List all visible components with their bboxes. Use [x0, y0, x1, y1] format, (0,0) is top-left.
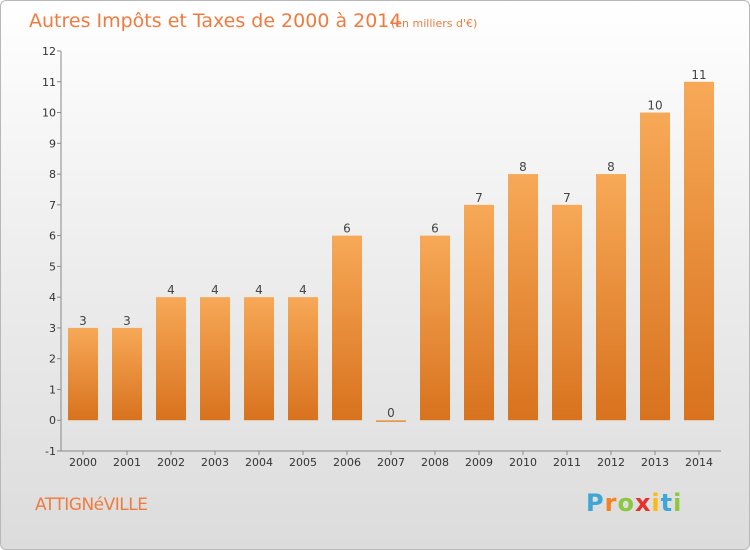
bar-2011 [552, 204, 582, 421]
data-label-2010: 8 [519, 160, 527, 174]
bar-2010 [508, 174, 538, 421]
data-label-2011: 7 [563, 191, 571, 205]
bars: 3 3 4 4 4 4 6 0 6 7 8 7 8 10 11 [68, 68, 714, 422]
y-tick-label: 9 [49, 137, 56, 150]
data-label-2007: 0 [387, 406, 395, 420]
bar-2006 [332, 235, 362, 421]
logo-letter: i [673, 489, 683, 517]
x-tick-label-2006: 2006 [333, 456, 361, 469]
x-tick-label-2005: 2005 [289, 456, 317, 469]
data-label-2014: 11 [691, 68, 706, 82]
y-tick-label: 5 [49, 260, 56, 273]
data-label-2004: 4 [255, 283, 263, 297]
y-tick-label: -1 [45, 445, 56, 458]
y-tick-label: 2 [49, 353, 56, 366]
data-label-2012: 8 [607, 160, 615, 174]
x-tick-label-2000: 2000 [69, 456, 97, 469]
y-tick-label: 10 [42, 107, 56, 120]
bar-2002 [156, 297, 186, 421]
y-tick-label: 7 [49, 199, 56, 212]
chart-subtitle: (en milliers d'€) [391, 17, 477, 30]
y-tick-label: 6 [49, 230, 56, 243]
y-tick-label: 0 [49, 414, 56, 427]
y-tick-label: 3 [49, 322, 56, 335]
bar-2005 [288, 297, 318, 421]
y-tick-label: 12 [42, 45, 56, 58]
proxiti-logo: Proxiti [586, 489, 682, 517]
bar-2004 [244, 297, 274, 421]
data-label-2008: 6 [431, 222, 439, 236]
data-label-2009: 7 [475, 191, 483, 205]
x-tick-label-2012: 2012 [597, 456, 625, 469]
bar-2007 [376, 420, 406, 422]
data-label-2002: 4 [167, 283, 175, 297]
x-tick-label-2013: 2013 [641, 456, 669, 469]
bar-2008 [420, 235, 450, 421]
data-label-2000: 3 [79, 314, 87, 328]
data-label-2005: 4 [299, 283, 307, 297]
bar-2014 [684, 81, 714, 421]
x-tick-label-2010: 2010 [509, 456, 537, 469]
x-tick-label-2003: 2003 [201, 456, 229, 469]
logo-letter: o [617, 489, 635, 517]
bar-2013 [640, 112, 670, 421]
x-tick-label-2004: 2004 [245, 456, 273, 469]
x-tick-label-2001: 2001 [113, 456, 141, 469]
x-tick-label-2014: 2014 [685, 456, 713, 469]
y-tick-label: 1 [49, 383, 56, 396]
bar-2009 [464, 204, 494, 421]
logo-letter: x [634, 489, 652, 517]
data-label-2006: 6 [343, 222, 351, 236]
y-tick-label: 8 [49, 168, 56, 181]
y-tick-label: 4 [49, 291, 56, 304]
x-axis: 2000 2001 2002 2003 2004 2005 2006 2007 2008 2009… [61, 450, 721, 469]
logo-letter: r [604, 489, 618, 517]
bar-2012 [596, 174, 626, 421]
bar-2003 [200, 297, 230, 421]
bar-2000 [68, 327, 98, 421]
data-label-2003: 4 [211, 283, 219, 297]
logo-letter: i [651, 489, 661, 517]
bar-2001 [112, 327, 142, 421]
x-tick-label-2009: 2009 [465, 456, 493, 469]
data-label-2013: 10 [647, 99, 662, 113]
x-tick-label-2007: 2007 [377, 456, 405, 469]
data-label-2001: 3 [123, 314, 131, 328]
x-tick-label-2011: 2011 [553, 456, 581, 469]
logo-letter: t [660, 489, 674, 517]
x-tick-label-2008: 2008 [421, 456, 449, 469]
y-tick-label: 11 [42, 76, 56, 89]
x-tick-label-2002: 2002 [157, 456, 185, 469]
commune-name: ATTIGNéVILLE [35, 495, 148, 515]
chart-title: Autres Impôts et Taxes de 2000 à 2014 [29, 10, 402, 32]
logo-letter: P [586, 489, 605, 517]
